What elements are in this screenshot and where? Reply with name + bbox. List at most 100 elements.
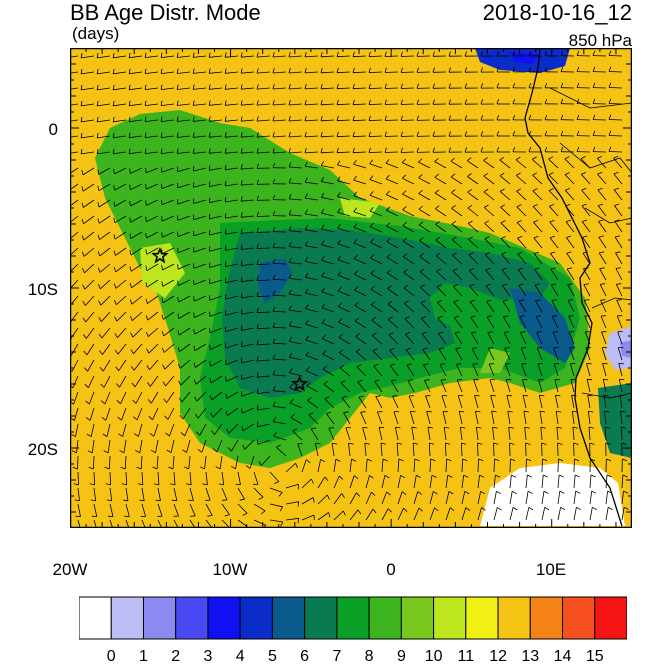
wind-barb [231,439,239,452]
wind-barb [365,475,370,489]
wind-barb [257,439,271,445]
star-marker-1 [151,246,169,264]
wind-barb [324,398,335,409]
wind-barb-flag [321,240,325,246]
wind-barb-flag [598,235,604,238]
wind-barb-flag [164,415,169,420]
wind-barb-flag [469,268,474,271]
wind-barb [221,471,225,485]
wind-barb [434,208,447,217]
wind-barb-flag [256,52,259,58]
wind-barb-flag [192,84,195,90]
wind-barb [129,55,143,59]
wind-barb-flag [395,426,401,429]
wind-barb [109,455,111,470]
wind-barb-flag [423,363,429,366]
wind-barb-flag [575,490,581,494]
wind-barb [99,215,111,224]
plume-7-days [222,228,550,398]
wind-barb [525,475,528,489]
wind-barb-flag [132,399,137,404]
colorbar-label: 7 [332,648,342,665]
colorbar-swatch [400,596,435,640]
markers [151,246,309,392]
wind-barb-flag [70,433,76,438]
wind-barb-flag [96,116,99,122]
wind-barb [386,272,399,281]
wind-barb-flag [592,146,596,152]
wind-barb [225,247,239,251]
wind-barb [256,263,271,265]
wind-barb-flag [147,399,152,404]
wind-barb-flag [353,223,358,228]
wind-barb-flag [144,148,147,154]
wind-barb-flag [209,361,211,367]
wind-barb [375,396,383,409]
wind-barb-flag [337,160,341,166]
wind-barb-flag [320,83,323,89]
wind-barb-flag [492,426,498,429]
wind-barb [205,487,211,501]
wind-barb [241,55,255,58]
wind-barb-flag [162,381,166,387]
wind-barb [98,167,111,175]
wind-barb-flag [212,448,218,453]
wind-barb-flag [80,100,83,106]
wind-barb-flag [517,235,523,239]
wind-barb [541,507,546,521]
wind-barb [368,71,383,73]
wind-barb-flag [113,201,116,207]
wind-barb-flag [493,442,499,445]
wind-barb [490,395,495,409]
wind-barb-flag [432,99,435,105]
wind-barb [305,370,319,377]
wind-barb [426,411,431,425]
wind-barb [305,324,319,329]
wind-barb-flag [556,410,562,413]
wind-barb-flag [256,291,259,297]
wind-barb [84,279,95,290]
wind-barb [484,254,495,265]
wind-barb-flag [321,224,325,230]
wind-barb-flag [431,474,437,478]
wind-barb-flag [128,116,131,122]
wind-barb-flag [469,299,476,303]
wind-barb-flag [619,378,625,381]
wind-barb [161,55,175,58]
wind-barb [146,199,159,206]
wind-barb-flag [340,380,346,384]
wind-barb-flag [161,347,165,353]
wind-barb [517,237,527,249]
wind-barb-flag [99,350,103,355]
wind-barb-flag [273,431,277,437]
wind-barb-flag [85,400,90,405]
wind-barb-flag [338,318,343,323]
wind-barb [210,375,223,384]
wind-barb [204,455,207,469]
wind-barb [429,458,432,473]
wind-barb-flag [145,233,147,239]
wind-barb [256,327,271,330]
wind-barb [499,175,511,185]
wind-barb-flag [574,474,580,478]
wind-barb [225,151,239,154]
wind-barb [504,347,511,361]
wind-barb-flag [387,285,392,289]
wind-barb-flag [496,147,499,153]
wind-barb-flag [240,164,243,170]
wind-barb-flag [357,379,363,383]
wind-barb-flag [81,202,84,208]
wind-barb-flag [448,491,454,495]
wind-barb [70,103,79,106]
wind-barb-flag [459,410,465,413]
colorbar-swatch [79,596,112,640]
wind-barb [141,519,146,528]
wind-barb [235,455,239,469]
wind-barb-flag [137,483,143,486]
wind-barb-flag [589,442,595,445]
wind-barb [199,423,207,436]
wind-barb [77,503,81,517]
wind-barb [256,295,271,298]
wind-barb-flag [523,394,529,397]
wind-barb-flag [240,100,243,106]
